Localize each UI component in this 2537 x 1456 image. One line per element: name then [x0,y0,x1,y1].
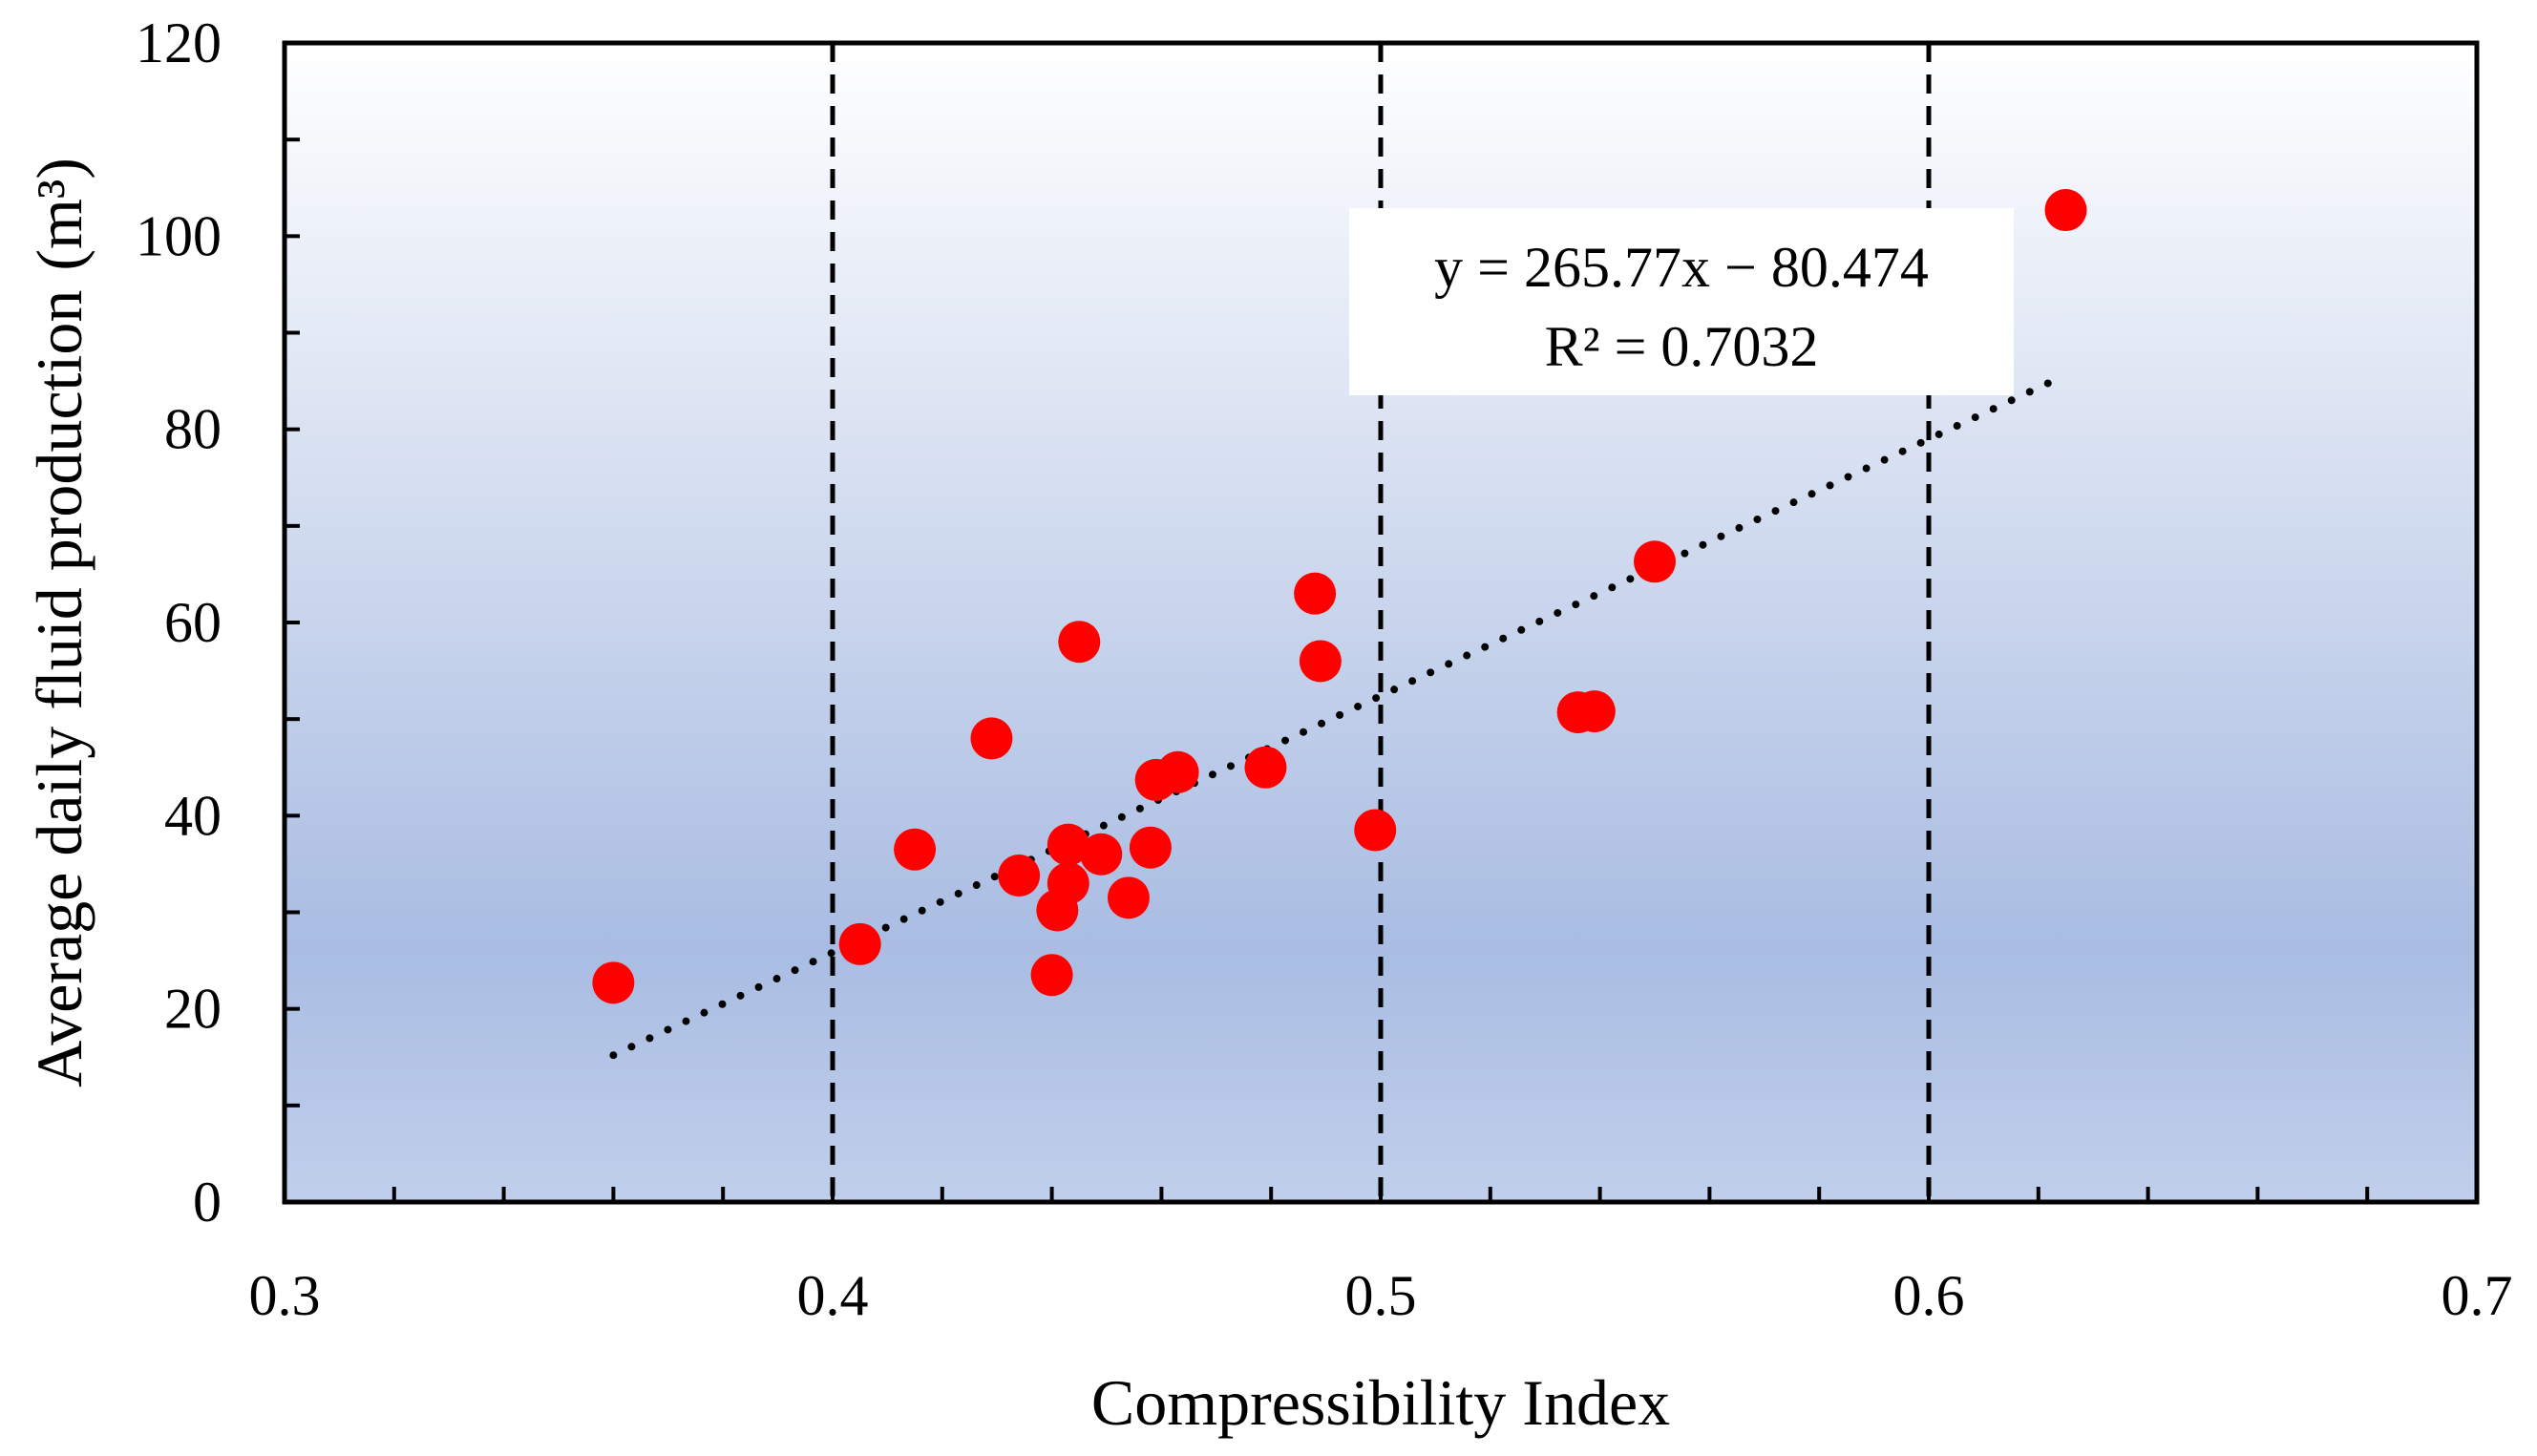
data-point [1354,809,1397,852]
x-axis-title: Compressibility Index [1091,1366,1670,1439]
data-point [970,717,1013,760]
data-point [1058,621,1101,664]
data-point [1129,826,1172,869]
x-tick-label: 0.6 [1893,1264,1965,1327]
x-tick-label: 0.4 [797,1264,869,1327]
x-axis-ticks: 0.3 0.4 0.5 0.6 0.7 [249,1187,2513,1327]
x-tick-label: 0.5 [1345,1264,1417,1327]
x-tick-label: 0.7 [2442,1264,2513,1327]
data-points [592,189,2087,1004]
data-point [1030,954,1073,997]
y-axis-title: Average daily fluid production (m³) [23,158,95,1087]
trendline-equation: y = 265.77x − 80.474 [1434,236,1929,299]
data-point [838,922,881,965]
data-point [592,961,635,1004]
trendline-r-squared: R² = 0.7032 [1545,315,1819,378]
y-axis-title-label: Average daily fluid production [23,290,95,1087]
y-tick-label: 20 [164,978,222,1041]
data-point [1634,540,1676,583]
y-tick-label: 120 [136,11,222,74]
y-axis-ticks: 0 20 40 60 80 100 120 [136,11,300,1234]
data-point [998,855,1041,897]
data-point [1080,833,1123,876]
equation-box [1349,208,2014,395]
y-tick-label: 80 [164,398,222,461]
y-tick-label: 100 [136,204,222,267]
data-point [894,828,937,871]
data-point [1244,746,1287,789]
y-tick-label: 40 [164,784,222,847]
y-tick-label: 60 [164,591,222,654]
data-point [1299,640,1342,683]
y-tick-label: 0 [193,1171,222,1234]
data-point [1156,750,1199,793]
data-point [1047,823,1089,866]
x-tick-label: 0.3 [249,1264,321,1327]
y-axis-title-unit: (m³) [23,158,95,271]
data-point [1573,690,1616,733]
data-point [1294,572,1337,615]
data-point [1107,876,1150,919]
data-point [2044,189,2087,232]
data-point [1047,862,1089,905]
